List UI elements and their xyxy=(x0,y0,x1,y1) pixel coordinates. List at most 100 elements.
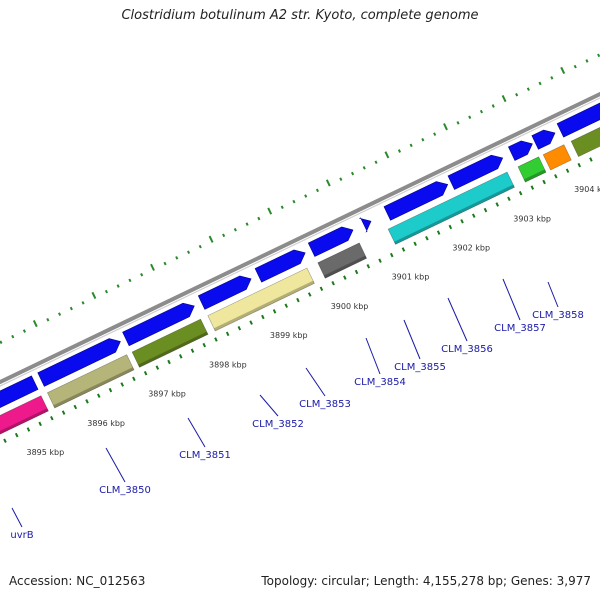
ruler-minor-tick xyxy=(448,224,453,230)
gene-label: CLM_3857 xyxy=(494,323,546,334)
gc-skew-mark xyxy=(573,64,577,69)
gc-skew-mark xyxy=(550,76,554,80)
cds-arrow xyxy=(556,102,600,138)
ruler-minor-tick xyxy=(518,190,523,196)
gene-label: CLM_3852 xyxy=(252,419,304,430)
ruler-minor-tick xyxy=(143,370,148,376)
gc-skew-mark xyxy=(501,94,507,103)
ruler-minor-tick xyxy=(354,269,359,275)
ruler-label: 3902 kbp xyxy=(452,244,490,253)
cds-arrow xyxy=(37,338,121,387)
gc-skew-mark xyxy=(384,151,390,159)
gc-skew-mark xyxy=(456,121,460,125)
gene-feature-shadow xyxy=(0,408,49,435)
gc-skew-mark xyxy=(69,306,73,311)
gc-skew-mark xyxy=(233,227,237,232)
gc-skew-mark xyxy=(515,92,519,97)
ruler-minor-tick xyxy=(542,179,546,185)
ruler-minor-tick xyxy=(413,241,417,247)
ruler-minor-tick xyxy=(483,207,488,213)
gc-skew-mark xyxy=(397,149,402,153)
ruler-minor-tick xyxy=(460,219,464,224)
ruler-label: 3896 kbp xyxy=(87,419,125,428)
ruler-label: 3900 kbp xyxy=(331,302,369,311)
gc-skew-mark xyxy=(208,235,214,243)
gene-feature-shadow xyxy=(524,169,546,183)
ruler-minor-tick xyxy=(530,185,535,190)
gc-skew-mark xyxy=(585,59,589,63)
cds-arrow xyxy=(383,181,449,221)
gene-feature-bar xyxy=(0,395,49,435)
gene-feature-bar xyxy=(47,354,135,409)
gc-skew-mark xyxy=(433,132,437,136)
ruler-label: 3897 kbp xyxy=(148,390,186,399)
gene-feature-shadow xyxy=(394,184,515,245)
cds-arrow xyxy=(122,302,195,347)
cds-arrow xyxy=(0,375,39,408)
gc-skew-mark xyxy=(350,171,355,176)
gene-feature-bar xyxy=(542,144,572,171)
gc-skew-mark xyxy=(538,81,542,86)
gc-skew-mark xyxy=(280,205,284,210)
gc-skew-mark xyxy=(409,143,413,148)
gc-skew-mark xyxy=(81,301,85,305)
gc-skew-mark xyxy=(222,233,226,238)
ruler-minor-tick xyxy=(307,292,312,297)
ruler-minor-tick xyxy=(225,331,230,337)
ruler-minor-tick xyxy=(296,297,300,303)
ruler-minor-tick xyxy=(85,399,89,404)
cds-arrow xyxy=(447,154,504,190)
gc-skew-mark xyxy=(315,188,320,193)
gc-skew-mark xyxy=(245,222,249,226)
ruler-minor-tick xyxy=(155,365,160,370)
ruler-minor-tick xyxy=(202,342,207,348)
ruler-minor-tick xyxy=(378,258,382,263)
gc-skew-mark xyxy=(163,261,167,266)
ruler-minor-tick xyxy=(61,410,66,415)
gene-label: CLM_3853 xyxy=(299,399,351,410)
ruler-minor-tick xyxy=(178,354,183,359)
gc-skew-mark xyxy=(479,109,484,114)
ruler-minor-tick xyxy=(507,196,511,202)
gene-feature-shadow xyxy=(213,280,315,331)
ruler-minor-tick xyxy=(495,202,500,207)
ruler-minor-tick xyxy=(389,252,394,258)
gc-skew-mark xyxy=(560,66,566,75)
accession-label: Accession: NC_012563 xyxy=(9,574,146,588)
gene-label: CLM_3855 xyxy=(394,362,446,373)
ruler-minor-tick xyxy=(471,213,476,218)
gc-skew-mark xyxy=(150,263,155,271)
ruler-minor-tick xyxy=(237,325,242,331)
gc-skew-mark xyxy=(257,216,261,221)
gc-skew-mark xyxy=(421,137,425,142)
cds-arrow xyxy=(197,275,252,310)
ruler-label: 3895 kbp xyxy=(27,448,65,457)
gene-feature-bar xyxy=(317,242,367,279)
gc-skew-mark xyxy=(491,104,495,108)
gc-skew-mark xyxy=(597,53,600,58)
gc-skew-mark xyxy=(339,177,343,181)
gene-feature-bar xyxy=(387,171,515,245)
gene-label: CLM_3850 xyxy=(99,485,151,496)
ruler-minor-tick xyxy=(26,427,31,432)
gene-callout-line xyxy=(447,297,468,342)
genome-backbone xyxy=(0,91,600,385)
gc-skew-mark xyxy=(11,334,15,339)
ruler-minor-tick xyxy=(120,382,124,387)
ruler-minor-tick xyxy=(190,348,195,353)
gene-label: CLM_3856 xyxy=(441,344,493,355)
ruler-minor-tick xyxy=(565,168,570,173)
ruler-label: 3901 kbp xyxy=(392,273,430,282)
gc-skew-mark xyxy=(443,123,448,131)
ruler-minor-tick xyxy=(436,230,441,235)
gc-skew-mark xyxy=(175,256,179,260)
gene-callout-line xyxy=(502,278,521,321)
gene-label: uvrB xyxy=(10,530,33,541)
ruler-label: 3898 kbp xyxy=(209,360,247,369)
gc-skew-mark xyxy=(267,207,273,215)
gene-callout-line xyxy=(547,281,559,308)
gc-skew-mark xyxy=(468,115,472,120)
gene-callout-line xyxy=(105,447,126,483)
cds-arrow xyxy=(531,129,556,150)
